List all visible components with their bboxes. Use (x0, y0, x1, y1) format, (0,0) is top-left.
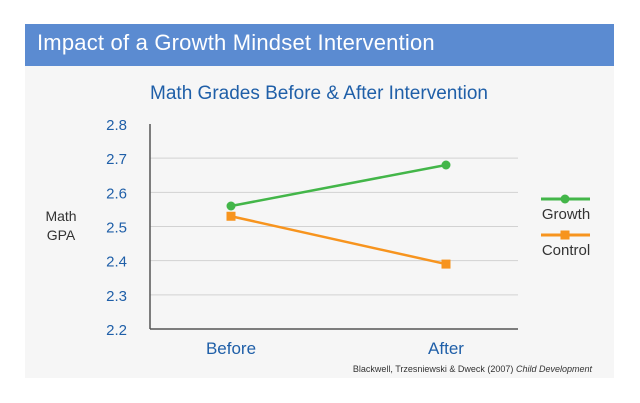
series-line-growth (230, 163, 447, 208)
legend-marker (560, 230, 570, 240)
legend-label: Control (542, 242, 590, 259)
legend-marker (560, 194, 570, 204)
citation: Blackwell, Trzesniewski & Dweck (2007) C… (353, 364, 593, 374)
y-tick-label: 2.6 (106, 185, 127, 202)
y-tick-label: 2.8 (106, 117, 127, 134)
y-axis-label-line-1: Math (45, 208, 76, 224)
infographic-card: Impact of a Growth Mindset Intervention (25, 24, 614, 378)
legend: Growth Control (541, 194, 590, 259)
y-tick-label: 2.2 (106, 322, 127, 339)
banner-title: Impact of a Growth Mindset Intervention (37, 30, 435, 55)
title-banner: Impact of a Growth Mindset Intervention (25, 24, 614, 66)
x-tick-label: After (428, 339, 464, 358)
series-line-control (230, 215, 447, 266)
y-tick-labels: 2.8 2.7 2.6 2.5 2.4 2.3 2.2 (106, 117, 127, 339)
series-control (226, 211, 451, 269)
y-tick-label: 2.4 (106, 254, 127, 271)
data-point-growth (226, 201, 236, 211)
citation-authors: Blackwell, Trzesniewski & Dweck (2007) (353, 364, 514, 374)
chart-title: Math Grades Before & After Intervention (150, 83, 488, 104)
x-tick-label: Before (206, 339, 256, 358)
series-growth (226, 160, 451, 211)
data-point-control (226, 211, 236, 221)
data-point-control (441, 259, 451, 269)
y-tick-label: 2.5 (106, 220, 127, 237)
gridlines (150, 157, 518, 296)
legend-item-control: Control (541, 230, 590, 259)
x-tick-labels: Before After (206, 339, 464, 358)
y-tick-label: 2.7 (106, 151, 127, 168)
series-group (226, 160, 451, 269)
citation-journal: Child Development (516, 364, 593, 374)
y-tick-label: 2.3 (106, 288, 127, 305)
legend-label: Growth (542, 206, 590, 223)
data-point-growth (441, 160, 451, 170)
y-axis-label-line-2: GPA (47, 227, 76, 243)
legend-item-growth: Growth (541, 194, 590, 223)
